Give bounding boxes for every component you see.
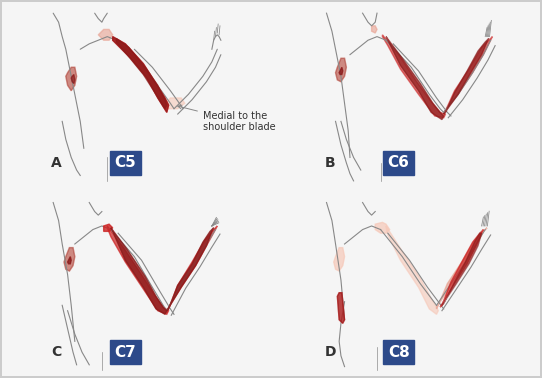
Polygon shape <box>442 233 482 305</box>
Polygon shape <box>386 37 444 119</box>
Polygon shape <box>64 248 75 271</box>
Text: C5: C5 <box>114 155 136 170</box>
Polygon shape <box>117 39 167 109</box>
Polygon shape <box>113 37 169 112</box>
Polygon shape <box>66 67 76 91</box>
Polygon shape <box>334 248 345 271</box>
Polygon shape <box>386 226 438 314</box>
Polygon shape <box>104 224 113 231</box>
Polygon shape <box>98 29 113 40</box>
Polygon shape <box>111 228 167 314</box>
Text: D: D <box>325 345 336 359</box>
Polygon shape <box>335 58 346 82</box>
Polygon shape <box>337 293 345 323</box>
Polygon shape <box>167 226 217 313</box>
Text: A: A <box>51 156 62 170</box>
Polygon shape <box>165 98 185 109</box>
Polygon shape <box>440 229 483 307</box>
Polygon shape <box>68 257 71 264</box>
Polygon shape <box>64 248 75 271</box>
Polygon shape <box>337 293 345 323</box>
Polygon shape <box>167 228 214 311</box>
Text: C6: C6 <box>388 155 410 170</box>
Polygon shape <box>372 26 377 33</box>
Polygon shape <box>436 228 487 309</box>
Text: C8: C8 <box>388 345 410 360</box>
Polygon shape <box>375 222 390 233</box>
Polygon shape <box>113 37 169 112</box>
Polygon shape <box>66 67 76 91</box>
Text: Medial to the
shoulder blade: Medial to the shoulder blade <box>178 105 275 132</box>
Text: C: C <box>51 345 62 359</box>
Text: B: B <box>325 156 335 170</box>
Polygon shape <box>107 226 169 314</box>
Polygon shape <box>335 58 346 82</box>
Text: C7: C7 <box>114 345 136 360</box>
Polygon shape <box>339 67 343 74</box>
Polygon shape <box>383 35 446 118</box>
Polygon shape <box>71 74 75 84</box>
Polygon shape <box>444 39 489 114</box>
Polygon shape <box>444 37 493 114</box>
